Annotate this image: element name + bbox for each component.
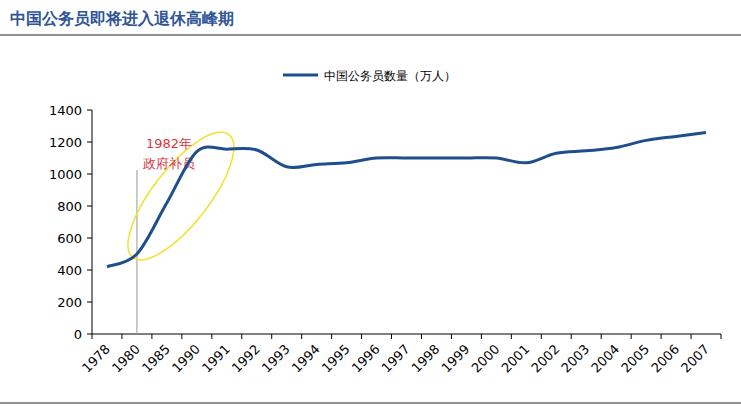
x-tick-label: 2004 [588, 342, 622, 376]
x-tick [301, 334, 302, 339]
x-tick [92, 334, 93, 339]
y-axis [92, 110, 93, 334]
legend-label: 中国公务员数量（万人） [324, 69, 456, 83]
y-tick-label: 400 [57, 263, 82, 278]
y-tick-label: 1400 [49, 103, 82, 118]
x-tick [511, 334, 512, 339]
x-tick-label: 2007 [678, 342, 712, 376]
y-tick [87, 238, 92, 239]
x-tick-label: 1994 [289, 342, 323, 376]
chart: 中国公务员即将进入退休高峰期 0 200 400 600 800 1000 1200 1400 1… [0, 0, 741, 406]
x-tick [691, 334, 692, 339]
x-tick [271, 334, 272, 339]
y-tick [87, 174, 92, 175]
x-tick [391, 334, 392, 339]
annotation-line1: 1982年 [146, 136, 192, 151]
x-tick-label: 2002 [528, 342, 562, 376]
x-tick [631, 334, 632, 339]
x-tick-label: 1999 [439, 342, 473, 376]
y-tick [87, 270, 92, 271]
bottom-rule [0, 403, 741, 404]
x-tick [241, 334, 242, 339]
x-tick-label: 1995 [319, 342, 353, 376]
x-tick [421, 334, 422, 339]
y-tick [87, 334, 92, 335]
y-tick [87, 302, 92, 303]
x-tick [601, 334, 602, 339]
y-tick-label: 0 [74, 327, 82, 342]
x-tick-label: 2000 [468, 342, 502, 376]
series-line [107, 132, 706, 266]
x-tick-label: 2001 [498, 342, 532, 376]
x-tick [211, 334, 212, 339]
x-tick-label: 1990 [169, 342, 203, 376]
x-tick-label: 1991 [199, 342, 233, 376]
x-tick [151, 334, 152, 339]
x-tick [721, 334, 722, 339]
y-tick-label: 200 [57, 295, 82, 310]
x-tick [571, 334, 572, 339]
x-tick-label: 2003 [558, 342, 592, 376]
x-tick [181, 334, 182, 339]
x-tick-label: 1985 [139, 342, 173, 376]
x-tick [481, 334, 482, 339]
y-tick [87, 110, 92, 111]
x-tick-label: 2005 [618, 342, 652, 376]
y-tick-label: 1000 [49, 167, 82, 182]
x-tick-label: 2006 [648, 342, 682, 376]
x-tick [331, 334, 332, 339]
x-tick [361, 334, 362, 339]
x-tick [451, 334, 452, 339]
y-tick-label: 800 [57, 199, 82, 214]
x-tick-label: 1993 [259, 342, 293, 376]
series-group [107, 132, 706, 266]
legend-swatch [283, 74, 318, 77]
title-rule [0, 35, 741, 36]
y-tick-label: 600 [57, 231, 82, 246]
x-tick-label: 1997 [379, 342, 413, 376]
y-tick [87, 142, 92, 143]
x-axis [92, 334, 721, 335]
x-tick [541, 334, 542, 339]
x-tick-label: 1978 [79, 342, 113, 376]
x-tick [121, 334, 122, 339]
x-tick-label: 1996 [349, 342, 383, 376]
y-tick [87, 206, 92, 207]
x-tick-label: 1980 [109, 342, 143, 376]
annotation-ellipse [111, 117, 251, 274]
x-tick [661, 334, 662, 339]
x-tick-label: 1992 [229, 342, 263, 376]
x-tick-label: 1998 [409, 342, 443, 376]
y-tick-label: 1200 [49, 135, 82, 150]
title: 中国公务员即将进入退休高峰期 [10, 9, 234, 28]
